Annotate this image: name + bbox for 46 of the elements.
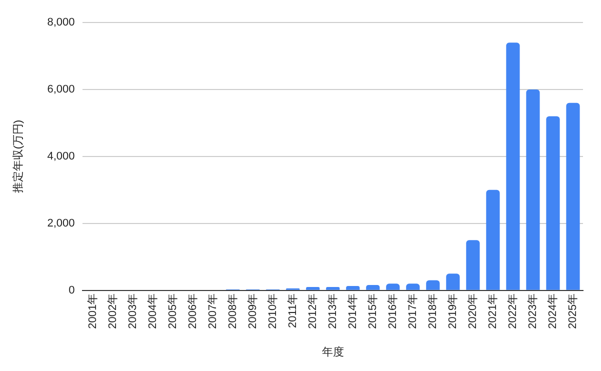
bar: [506, 42, 520, 290]
x-tick-label: 2009年: [246, 293, 259, 329]
x-tick-label: 2011年: [286, 293, 299, 328]
bar: [406, 284, 420, 290]
x-tick-label: 2018年: [426, 293, 439, 329]
x-tick-label: 2016年: [386, 293, 399, 329]
x-tick-label: 2021年: [486, 293, 499, 329]
x-tick-label: 2019年: [446, 293, 459, 329]
x-tick-label: 2002年: [106, 293, 119, 329]
bar: [546, 116, 560, 290]
x-tick-label: 2001年: [86, 293, 99, 329]
x-tick-label: 2017年: [406, 293, 419, 329]
y-tick-label: 6,000: [47, 84, 75, 96]
y-tick-label: 4,000: [47, 150, 75, 162]
bar: [426, 280, 440, 290]
x-tick-label: 2008年: [226, 293, 239, 329]
x-tick-label: 2025年: [567, 293, 580, 329]
bar: [306, 286, 320, 290]
x-axis-title: 年度: [322, 345, 344, 358]
x-tick-label: 2004年: [146, 293, 159, 329]
x-tick-label: 2014年: [346, 293, 359, 329]
x-tick-label: 2013年: [326, 293, 339, 329]
x-tick-label: 2023年: [527, 293, 540, 329]
y-tick-label: 8,000: [47, 16, 75, 29]
y-tick-label: 2,000: [47, 217, 75, 230]
bar: [566, 102, 580, 290]
bar: [486, 190, 500, 290]
x-tick-label: 2022年: [506, 293, 519, 329]
x-tick-label: 2015年: [366, 293, 379, 329]
bar: [466, 240, 480, 290]
bar: [386, 284, 400, 290]
bar: [366, 284, 380, 290]
bar: [326, 286, 340, 290]
y-tick-label: 0: [68, 284, 75, 296]
bar: [446, 274, 460, 290]
x-tick-label: 2003年: [126, 293, 139, 329]
x-tick-label: 2010年: [266, 293, 279, 329]
x-tick-label: 2007年: [206, 293, 219, 329]
x-tick-label: 2024年: [547, 293, 560, 329]
bar: [526, 90, 540, 290]
y-axis-title: 推定年収(万円): [12, 120, 25, 194]
x-tick-label: 2020年: [466, 293, 479, 329]
x-tick-label: 2006年: [186, 293, 199, 329]
x-tick-label: 2012年: [306, 293, 319, 329]
bar: [346, 286, 360, 290]
x-tick-label: 2005年: [166, 293, 179, 329]
